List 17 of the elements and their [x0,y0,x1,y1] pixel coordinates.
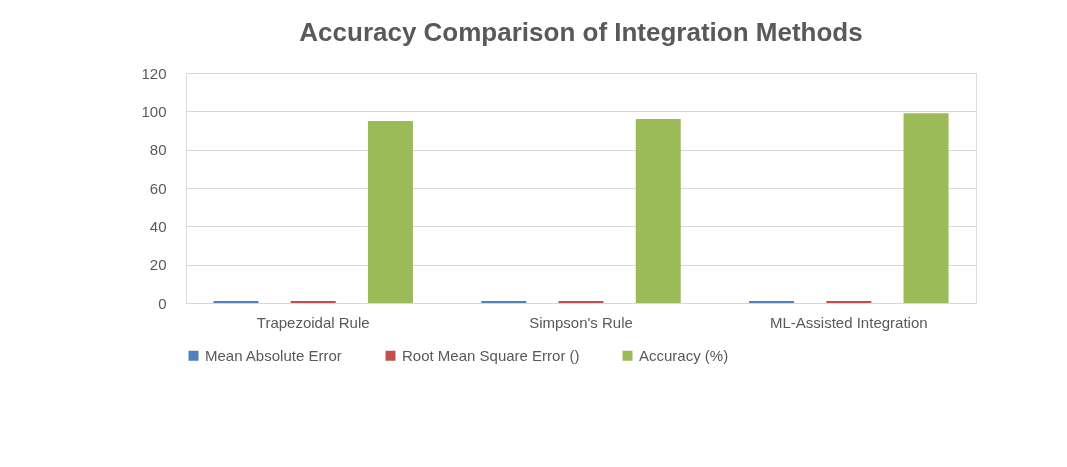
y-tick-label: 60 [149,179,167,197]
y-tick-label: 100 [141,102,167,120]
bar [635,119,681,303]
bar [367,120,413,303]
x-tick-label: Trapezoidal Rule [256,313,370,331]
y-tick-label: 20 [149,256,167,274]
y-tick-label: 40 [149,217,167,235]
y-tick-label: 120 [141,64,167,82]
legend-label: Accuracy (%) [639,346,729,364]
y-tick-label: 0 [158,294,167,312]
legend-label: Mean Absolute Error [205,346,342,364]
x-tick-label: Simpson's Rule [529,313,633,331]
y-tick-label: 80 [149,141,167,159]
legend-label: Root Mean Square Error () [402,346,580,364]
x-tick-label: ML-Assisted Integration [770,313,928,331]
bar [903,113,949,303]
chart-title: Accuracy Comparison of Integration Methods [299,17,863,47]
